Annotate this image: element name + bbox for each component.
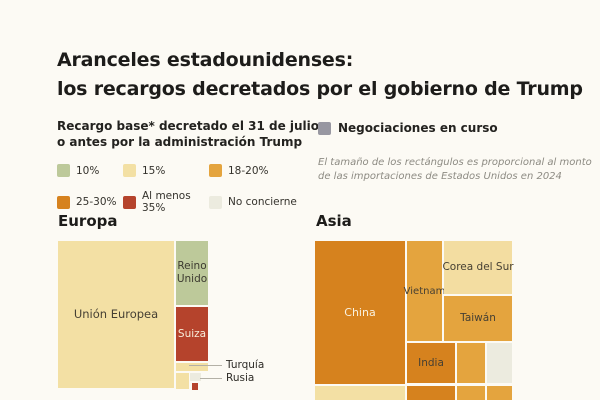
legend-item-10: 10% bbox=[57, 164, 123, 177]
page-title-line2: los recargos decretados por el gobierno … bbox=[57, 78, 583, 100]
page-title-line1: Aranceles estadounidenses: bbox=[57, 49, 354, 71]
legend-item-18-20: 18-20% bbox=[209, 164, 319, 177]
treemap-rect-union-europea: Unión Europea bbox=[58, 241, 174, 388]
treemap-rect-area bbox=[407, 386, 455, 400]
legend-negotiations: Negociaciones en curso bbox=[318, 121, 498, 135]
treemap-rect-label: Reino Unido bbox=[176, 260, 208, 285]
legend-base-tariff: Recargo base* decretado el 31 de julio o… bbox=[57, 118, 319, 214]
page-title: Aranceles estadounidenses: los recargos … bbox=[57, 46, 583, 104]
treemap-rect-label: Taiwán bbox=[460, 312, 496, 324]
treemap-rect-area bbox=[315, 386, 405, 400]
section-title-asia: Asia bbox=[316, 212, 352, 230]
section-title-europa: Europa bbox=[58, 212, 118, 230]
treemap-rect-india: India bbox=[407, 343, 455, 383]
legend-label: 25-30% bbox=[76, 196, 117, 208]
callout-line-rusia bbox=[200, 378, 222, 379]
callout-label-turquia: Turquía bbox=[226, 359, 265, 371]
treemap-rect-reino-unido: Reino Unido bbox=[176, 241, 208, 305]
treemap-rect-corea-del-sur: Corea del Sur bbox=[442, 241, 514, 294]
treemap-rect-rusia bbox=[192, 383, 198, 390]
legend-label: 10% bbox=[76, 164, 100, 177]
callout-line-turquia bbox=[189, 365, 222, 366]
treemap-rect-vietnam: Vietnam bbox=[404, 241, 445, 341]
legend-heading: Recargo base* decretado el 31 de julio o… bbox=[57, 118, 319, 150]
negotiations-swatch bbox=[318, 121, 331, 135]
legend-swatch bbox=[123, 164, 136, 177]
treemap-rect-turquia bbox=[176, 363, 208, 371]
treemap-rect-label: Suiza bbox=[177, 327, 207, 340]
treemap-rect-area bbox=[176, 373, 189, 389]
legend-label: Al menos 35% bbox=[142, 190, 191, 214]
size-note-line2: de las importaciones de Estados Unidos e… bbox=[318, 171, 562, 182]
negotiations-label: Negociaciones en curso bbox=[338, 121, 498, 135]
treemap-rect-label: Corea del Sur bbox=[442, 261, 514, 273]
treemap-rect-label: Unión Europea bbox=[73, 307, 159, 321]
treemap-rect-taiwan: Taiwán bbox=[444, 296, 512, 341]
legend-swatch bbox=[209, 195, 222, 209]
legend-swatch bbox=[123, 195, 136, 209]
legend-items: 10% 15% 18-20% 25-30% Al menos 35% No concier… bbox=[57, 164, 319, 214]
size-note: El tamaño de los rectángulos es proporci… bbox=[318, 156, 592, 184]
treemap-rect-area bbox=[487, 343, 512, 383]
legend-swatch bbox=[57, 164, 70, 177]
treemap-rect-area bbox=[190, 373, 201, 381]
treemap-rect-label: India bbox=[418, 356, 444, 369]
treemap-rect-area bbox=[457, 343, 485, 383]
treemap-rect-suiza: Suiza bbox=[176, 307, 208, 361]
legend-label: 18-20% bbox=[228, 164, 269, 177]
callout-label-rusia: Rusia bbox=[226, 372, 255, 384]
legend-label: No concierne bbox=[228, 196, 297, 208]
treemap-rect-label: Vietnam bbox=[403, 285, 446, 297]
treemap-rect-label: China bbox=[344, 306, 376, 319]
legend-swatch bbox=[209, 164, 222, 177]
treemap-rect-area bbox=[457, 386, 485, 400]
legend-heading-line2: o antes por la administración Trump bbox=[57, 135, 303, 149]
legend-swatch bbox=[57, 195, 70, 209]
legend-item-no-concierne: No concierne bbox=[209, 190, 319, 214]
size-note-line1: El tamaño de los rectángulos es proporci… bbox=[318, 157, 592, 168]
legend-item-15: 15% bbox=[123, 164, 209, 177]
legend-item-25-30: 25-30% bbox=[57, 190, 123, 214]
treemap-rect-area bbox=[487, 386, 512, 400]
treemap-rect-china: China bbox=[315, 241, 405, 384]
legend-item-al-menos-35: Al menos 35% bbox=[123, 190, 209, 214]
legend-heading-line1: Recargo base* decretado el 31 de julio bbox=[57, 119, 320, 133]
legend-label: 15% bbox=[142, 164, 166, 177]
